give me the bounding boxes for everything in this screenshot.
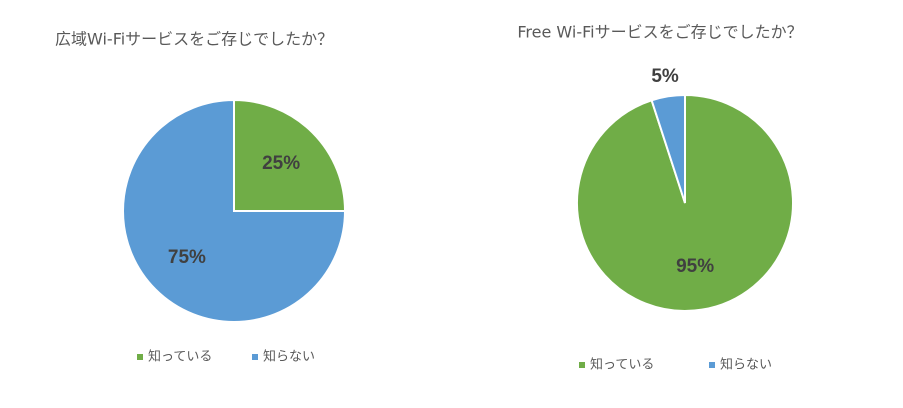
- data-label: 75%: [168, 247, 206, 268]
- data-label: 95%: [676, 256, 714, 277]
- legend-swatch: [709, 362, 715, 368]
- pie-slice: [233, 98, 347, 212]
- legend-swatch: [137, 354, 143, 360]
- pie-slice: [576, 93, 794, 312]
- data-label: 5%: [651, 66, 679, 87]
- chart-title: 広域Wi-Fiサービスをご存じでしたか？: [55, 30, 333, 49]
- legend-label: 知っている: [148, 349, 212, 365]
- pie-slice: [122, 98, 347, 323]
- legend-label: 知らない: [720, 357, 772, 373]
- data-label: 25%: [262, 153, 300, 174]
- chart-title: Free Wi-Fiサービスをご存じでしたか？: [517, 23, 802, 42]
- legend-label: 知っている: [590, 357, 654, 373]
- legend-label: 知らない: [263, 349, 315, 365]
- legend-swatch: [579, 362, 585, 368]
- pie-slice: [650, 93, 686, 204]
- legend-swatch: [252, 354, 258, 360]
